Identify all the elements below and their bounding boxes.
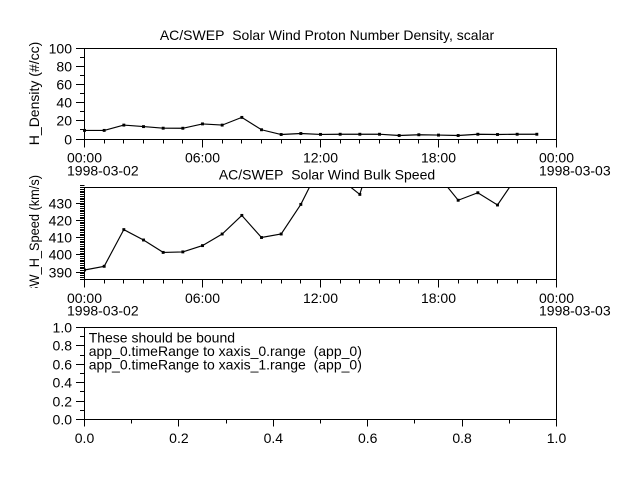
svg-text:12:00: 12:00 <box>303 150 338 166</box>
svg-text:420: 420 <box>49 213 73 229</box>
svg-text:1.0: 1.0 <box>53 320 73 336</box>
svg-text:0.8: 0.8 <box>452 430 472 446</box>
svg-text:0.4: 0.4 <box>264 430 284 446</box>
svg-text:app_0.timeRange to xaxis_0.ran: app_0.timeRange to xaxis_0.range (app_0) <box>89 343 362 359</box>
svg-text:0.6: 0.6 <box>53 357 73 373</box>
svg-text:0.6: 0.6 <box>358 430 378 446</box>
svg-text:06:00: 06:00 <box>185 290 220 306</box>
svg-text:0.4: 0.4 <box>53 375 73 391</box>
svg-text:1998-03-03: 1998-03-03 <box>539 163 611 179</box>
svg-text:1998-03-03: 1998-03-03 <box>539 302 611 318</box>
svg-text:410: 410 <box>49 230 73 246</box>
svg-text:H_Density (#/cc): H_Density (#/cc) <box>26 42 42 145</box>
svg-text:430: 430 <box>49 196 73 212</box>
svg-text:0.0: 0.0 <box>75 430 95 446</box>
svg-text:1998-03-02: 1998-03-02 <box>67 302 139 318</box>
svg-text:00:00: 00:00 <box>539 150 574 166</box>
svg-text:20: 20 <box>56 113 72 129</box>
svg-text:100: 100 <box>49 41 73 57</box>
svg-text:0.2: 0.2 <box>53 394 73 410</box>
svg-text:1.0: 1.0 <box>547 430 567 446</box>
svg-text:These should be bound: These should be bound <box>89 329 235 345</box>
svg-text:18:00: 18:00 <box>421 290 456 306</box>
svg-text:AC/SWEP Solar Wind Bulk Speed: AC/SWEP Solar Wind Bulk Speed <box>219 167 435 183</box>
svg-text:80: 80 <box>56 59 72 75</box>
svg-text:06:00: 06:00 <box>185 150 220 166</box>
svg-text:400: 400 <box>49 247 73 263</box>
svg-text:12:00: 12:00 <box>303 290 338 306</box>
svg-text:1998-03-02: 1998-03-02 <box>67 163 139 179</box>
svg-text:app_0.timeRange to xaxis_1.ran: app_0.timeRange to xaxis_1.range (app_0) <box>89 356 362 372</box>
svg-text:390: 390 <box>49 265 73 281</box>
svg-text:0.8: 0.8 <box>53 338 73 354</box>
svg-text:0: 0 <box>64 132 72 148</box>
svg-text:18:00: 18:00 <box>421 150 456 166</box>
svg-text:00:00: 00:00 <box>539 290 574 306</box>
svg-text:SW_H_Speed (km/s): SW_H_Speed (km/s) <box>26 175 42 295</box>
svg-text:60: 60 <box>56 77 72 93</box>
svg-text:00:00: 00:00 <box>67 290 102 306</box>
svg-text:AC/SWEP Solar Wind Proton Num: AC/SWEP Solar Wind Proton Number Density… <box>160 27 495 43</box>
svg-text:40: 40 <box>56 95 72 111</box>
svg-text:0.0: 0.0 <box>53 412 73 428</box>
svg-text:0.2: 0.2 <box>169 430 189 446</box>
svg-text:00:00: 00:00 <box>67 150 102 166</box>
